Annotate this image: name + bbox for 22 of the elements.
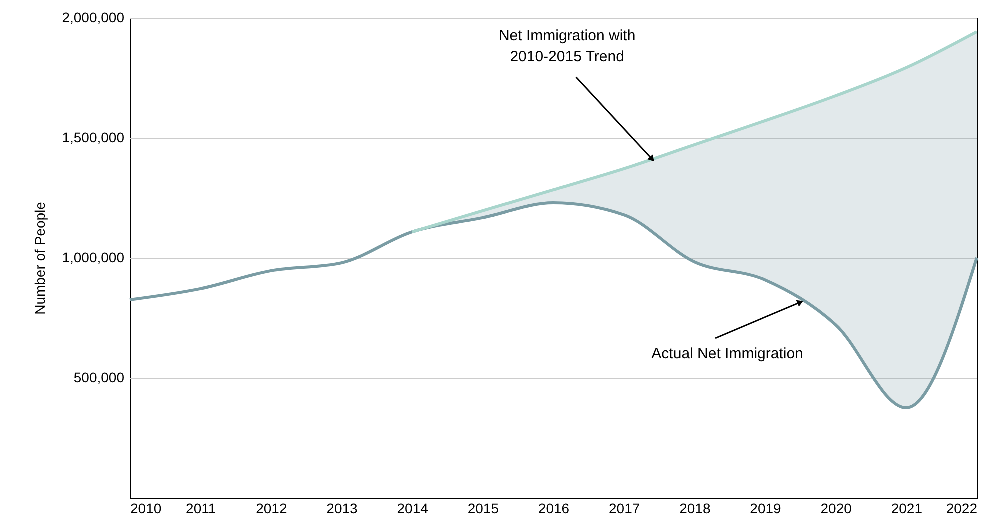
x-tick-label: 2017 (609, 500, 640, 516)
y-axis-title: Number of People (32, 202, 48, 315)
annotation: Actual Net Immigration (652, 345, 804, 362)
x-tick-label: 2018 (680, 500, 711, 516)
y-tick-label: 1,500,000 (62, 130, 125, 146)
x-tick-label: 2021 (891, 500, 923, 516)
x-tick-label: 2013 (326, 500, 358, 516)
x-tick-label: 2019 (750, 500, 782, 516)
line-series (410, 30, 978, 234)
x-tick-label: 2022 (946, 500, 978, 516)
y-tick-label: 1,000,000 (62, 250, 125, 266)
x-tick-label: 2012 (256, 500, 288, 516)
x-tick-label: 2011 (186, 500, 216, 516)
x-tick-label: 2020 (820, 500, 852, 516)
x-tick-label: 2014 (397, 500, 429, 516)
x-tick-label: 2016 (538, 500, 570, 516)
x-tick-label: 2015 (468, 500, 500, 516)
x-tick-label: 2010 (130, 500, 162, 516)
line-series (128, 202, 978, 410)
annotation: Net Immigration with 2010-2015 Trend (498, 27, 636, 66)
y-tick-label: 2,000,000 (62, 10, 125, 26)
y-tick-label: 500,000 (74, 370, 125, 386)
